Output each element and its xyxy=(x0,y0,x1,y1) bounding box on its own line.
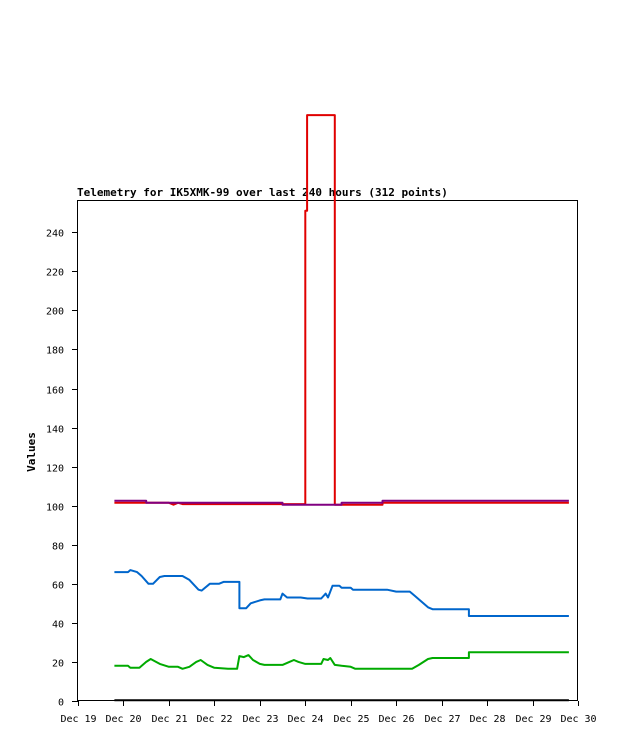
x-tick-label: Dec 27 xyxy=(424,714,460,725)
y-tick-label: 0 xyxy=(58,698,64,709)
y-tick-label: 180 xyxy=(46,346,64,357)
y-tick-label: 100 xyxy=(46,503,64,514)
series-line-2 xyxy=(114,499,569,506)
y-tick-label: 120 xyxy=(46,464,64,475)
series-line-1 xyxy=(114,114,569,506)
series-layer xyxy=(114,114,569,702)
x-tick-label: Dec 22 xyxy=(196,714,232,725)
x-tick-label: Dec 26 xyxy=(378,714,414,725)
x-tick-label: Dec 28 xyxy=(469,714,505,725)
x-tick-label: Dec 29 xyxy=(515,714,551,725)
series-line-3 xyxy=(114,569,569,617)
x-tick-label: Dec 21 xyxy=(151,714,187,725)
x-tick-label: Dec 19 xyxy=(60,714,96,725)
y-tick-label: 20 xyxy=(52,659,64,670)
chart-title: Telemetry for IK5XMK-99 over last 240 ho… xyxy=(77,186,448,199)
y-tick-label: 80 xyxy=(52,542,64,553)
y-tick-label: 240 xyxy=(46,229,64,240)
y-axis-ticks: 0 20 40 60 80 100 120 140 160 180 200 220 240 xyxy=(46,229,78,709)
x-tick-label: Dec 20 xyxy=(105,714,141,725)
y-tick-label: 140 xyxy=(46,425,64,436)
y-tick-label: 40 xyxy=(52,620,64,631)
x-tick-label: Dec 24 xyxy=(287,714,323,725)
x-tick-label: Dec 25 xyxy=(333,714,369,725)
y-axis-label: Values xyxy=(25,432,38,472)
x-tick-label: Dec 30 xyxy=(560,714,596,725)
y-tick-label: 200 xyxy=(46,307,64,318)
plot-frame xyxy=(77,200,578,701)
y-tick-label: 160 xyxy=(46,386,64,397)
y-tick-label: 220 xyxy=(46,268,64,279)
x-axis-ticks: Dec 19 Dec 20 Dec 21 Dec 22 Dec 23 Dec 24 Dec … xyxy=(60,701,597,725)
y-tick-label: 60 xyxy=(52,581,64,592)
x-tick-label: Dec 23 xyxy=(242,714,278,725)
series-line-4 xyxy=(114,651,569,670)
